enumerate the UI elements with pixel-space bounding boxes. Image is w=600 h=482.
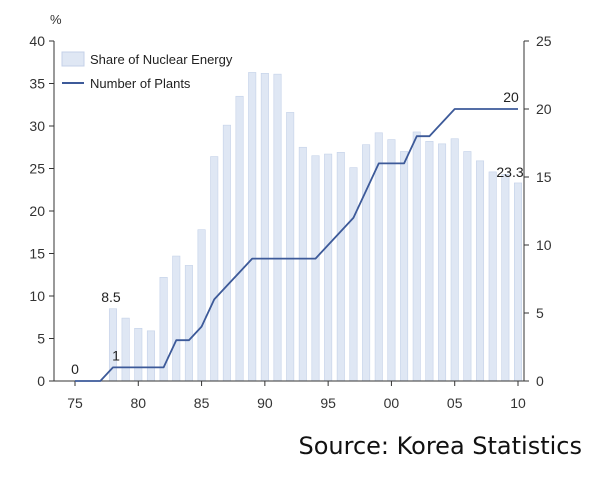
right-tick-label: 15 bbox=[536, 169, 552, 185]
data-label: 8.5 bbox=[101, 289, 121, 305]
bar bbox=[134, 327, 143, 382]
bar bbox=[235, 95, 244, 382]
bar bbox=[412, 131, 421, 382]
right-tick-label: 20 bbox=[536, 101, 552, 117]
bar bbox=[146, 330, 155, 382]
bar bbox=[513, 182, 522, 382]
left-tick-label: 5 bbox=[37, 331, 45, 347]
data-label: 23.3 bbox=[496, 164, 523, 180]
bar bbox=[248, 72, 257, 382]
right-tick-label: 0 bbox=[536, 373, 544, 389]
left-tick-label: 40 bbox=[29, 33, 45, 49]
bar bbox=[210, 156, 219, 382]
data-label: 1 bbox=[112, 347, 120, 363]
legend-line-label: Number of Plants bbox=[90, 76, 191, 91]
right-tick-label: 5 bbox=[536, 305, 544, 321]
bar bbox=[172, 255, 181, 382]
bar bbox=[324, 153, 333, 382]
bar bbox=[222, 124, 231, 382]
left-tick-label: 20 bbox=[29, 203, 45, 219]
bar bbox=[311, 155, 320, 382]
left-tick-label: 0 bbox=[37, 373, 45, 389]
bar bbox=[349, 167, 358, 382]
source-note: Source: Korea Statistics bbox=[298, 432, 582, 460]
left-tick-label: 35 bbox=[29, 76, 45, 92]
bar bbox=[273, 73, 282, 382]
bar bbox=[425, 141, 434, 382]
left-axis-unit: % bbox=[50, 12, 62, 27]
bar bbox=[184, 265, 193, 382]
x-tick-label: 85 bbox=[194, 395, 210, 411]
bar bbox=[450, 138, 459, 382]
bar bbox=[286, 112, 295, 382]
left-tick-label: 25 bbox=[29, 161, 45, 177]
bar bbox=[336, 152, 345, 382]
bar bbox=[362, 144, 371, 382]
right-tick-label: 10 bbox=[536, 237, 552, 253]
bar bbox=[438, 143, 447, 382]
bar bbox=[121, 317, 130, 382]
x-tick-label: 90 bbox=[257, 395, 273, 411]
left-tick-label: 10 bbox=[29, 288, 45, 304]
legend: Share of Nuclear Energy Number of Plants bbox=[61, 51, 233, 91]
x-tick-label: 05 bbox=[447, 395, 463, 411]
left-tick-label: 15 bbox=[29, 246, 45, 262]
bar bbox=[400, 151, 409, 382]
bar bbox=[488, 171, 497, 382]
bar bbox=[197, 229, 206, 382]
legend-bar-label: Share of Nuclear Energy bbox=[90, 52, 233, 67]
bar bbox=[476, 160, 485, 382]
x-tick-label: 10 bbox=[510, 395, 526, 411]
bar bbox=[298, 146, 307, 382]
data-label: 0 bbox=[71, 361, 79, 377]
bar bbox=[501, 174, 510, 382]
x-tick-label: 80 bbox=[130, 395, 146, 411]
x-tick-label: 75 bbox=[67, 395, 83, 411]
bar bbox=[463, 151, 472, 382]
left-tick-label: 30 bbox=[29, 118, 45, 134]
data-labels: 0 1 8.5 23.3 20 bbox=[71, 89, 524, 377]
right-tick-label: 25 bbox=[536, 33, 552, 49]
x-tick-label: 95 bbox=[320, 395, 336, 411]
legend-bar-swatch bbox=[61, 51, 85, 67]
bar bbox=[387, 139, 396, 382]
bar-series bbox=[108, 72, 522, 382]
data-label: 20 bbox=[503, 89, 519, 105]
plants-line bbox=[75, 108, 518, 382]
x-tick-label: 00 bbox=[384, 395, 400, 411]
bar bbox=[260, 73, 269, 382]
